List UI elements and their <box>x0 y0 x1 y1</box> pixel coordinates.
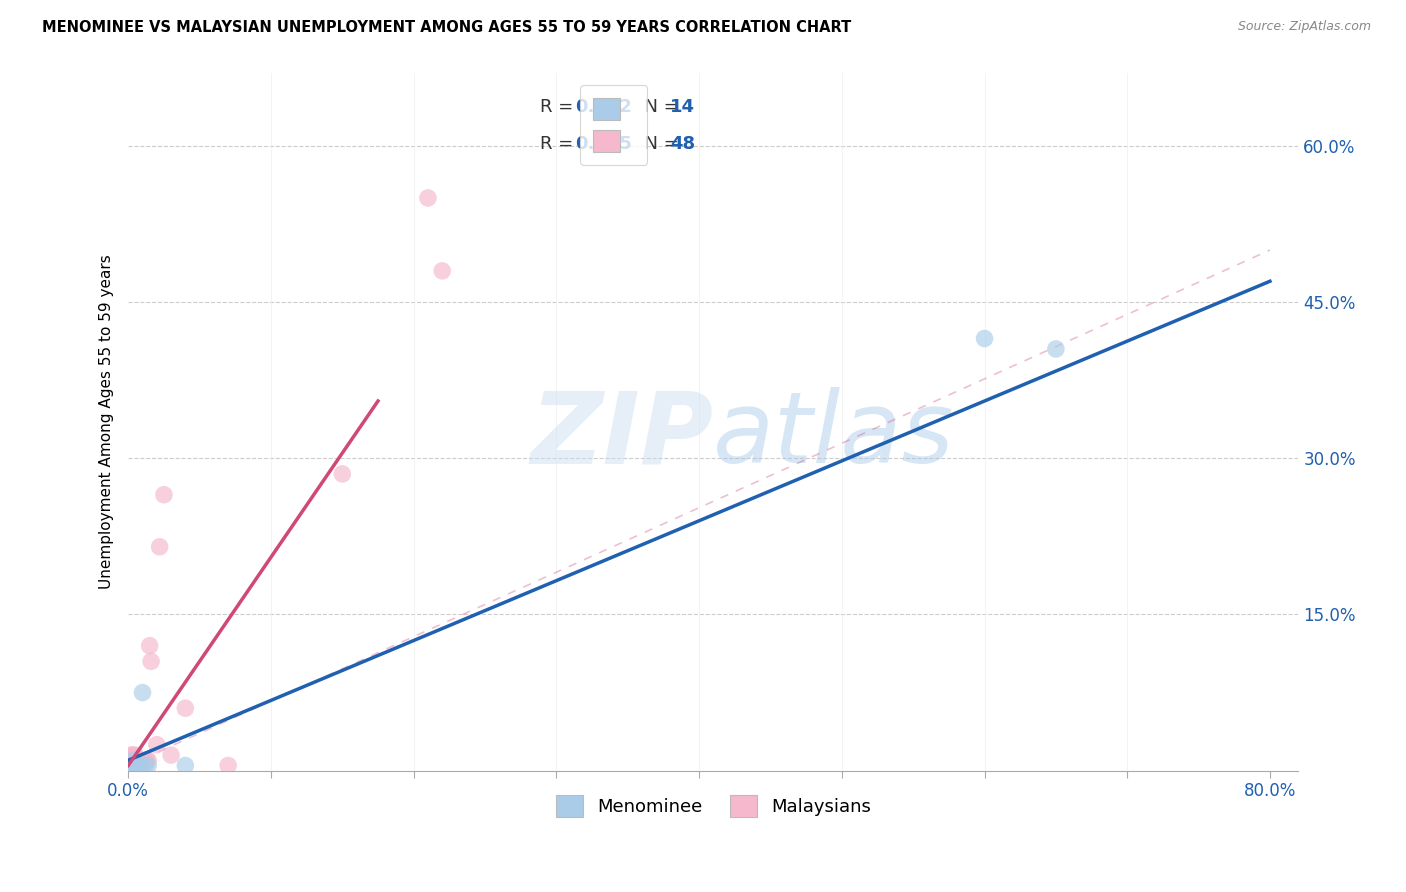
Point <box>121 758 143 772</box>
Point <box>127 756 149 770</box>
Point <box>131 756 153 770</box>
Point <box>136 758 159 772</box>
Point <box>124 758 146 772</box>
Text: N =: N = <box>633 98 685 116</box>
Text: R =: R = <box>540 98 579 116</box>
Point <box>120 758 142 772</box>
Point <box>121 756 143 770</box>
Point <box>174 701 197 715</box>
Point <box>134 753 156 767</box>
Legend: Menominee, Malaysians: Menominee, Malaysians <box>548 788 879 824</box>
Point <box>128 758 150 772</box>
Point <box>160 747 183 762</box>
Point <box>128 758 150 772</box>
Text: 0.515: 0.515 <box>575 136 633 153</box>
Point <box>122 753 145 767</box>
Point <box>127 758 149 772</box>
Point <box>124 758 146 772</box>
Point <box>125 751 148 765</box>
Point <box>124 751 146 765</box>
Point <box>135 753 157 767</box>
Point <box>120 753 142 767</box>
Point <box>118 758 141 772</box>
Point <box>153 488 176 502</box>
Point <box>129 756 152 770</box>
Point <box>122 753 145 767</box>
Point <box>129 758 152 772</box>
Point <box>131 685 153 699</box>
Text: 48: 48 <box>671 136 695 153</box>
Point <box>174 758 197 772</box>
Point <box>1045 342 1067 356</box>
Point <box>330 467 353 481</box>
Point <box>131 758 153 772</box>
Text: MENOMINEE VS MALAYSIAN UNEMPLOYMENT AMONG AGES 55 TO 59 YEARS CORRELATION CHART: MENOMINEE VS MALAYSIAN UNEMPLOYMENT AMON… <box>42 20 852 35</box>
Point <box>118 758 141 772</box>
Point <box>120 756 142 770</box>
Y-axis label: Unemployment Among Ages 55 to 59 years: Unemployment Among Ages 55 to 59 years <box>100 254 114 590</box>
Point <box>127 758 149 772</box>
Point <box>121 747 143 762</box>
Text: N =: N = <box>633 136 685 153</box>
Point <box>118 756 141 770</box>
Point <box>122 751 145 765</box>
Point <box>120 758 142 772</box>
Point <box>125 756 148 770</box>
Point <box>122 756 145 770</box>
Point <box>122 758 145 772</box>
Point <box>416 191 439 205</box>
Point <box>127 753 149 767</box>
Text: R =: R = <box>540 136 579 153</box>
Text: Source: ZipAtlas.com: Source: ZipAtlas.com <box>1237 20 1371 33</box>
Point <box>136 753 159 767</box>
Point <box>139 654 162 668</box>
Point <box>125 758 148 772</box>
Point <box>121 758 143 772</box>
Point <box>134 758 156 772</box>
Point <box>132 756 155 770</box>
Point <box>124 753 146 767</box>
Point <box>125 758 148 772</box>
Point <box>124 747 146 762</box>
Point <box>432 264 454 278</box>
Point <box>128 756 150 770</box>
Point <box>120 747 142 762</box>
Point <box>149 540 172 554</box>
Text: atlas: atlas <box>713 387 955 484</box>
Point <box>217 758 239 772</box>
Point <box>121 753 143 767</box>
Text: 14: 14 <box>671 98 695 116</box>
Point <box>973 332 995 346</box>
Point <box>146 738 169 752</box>
Point <box>138 639 160 653</box>
Point <box>124 756 146 770</box>
Text: ZIP: ZIP <box>530 387 713 484</box>
Point <box>121 751 143 765</box>
Text: 0.952: 0.952 <box>575 98 633 116</box>
Point <box>118 751 141 765</box>
